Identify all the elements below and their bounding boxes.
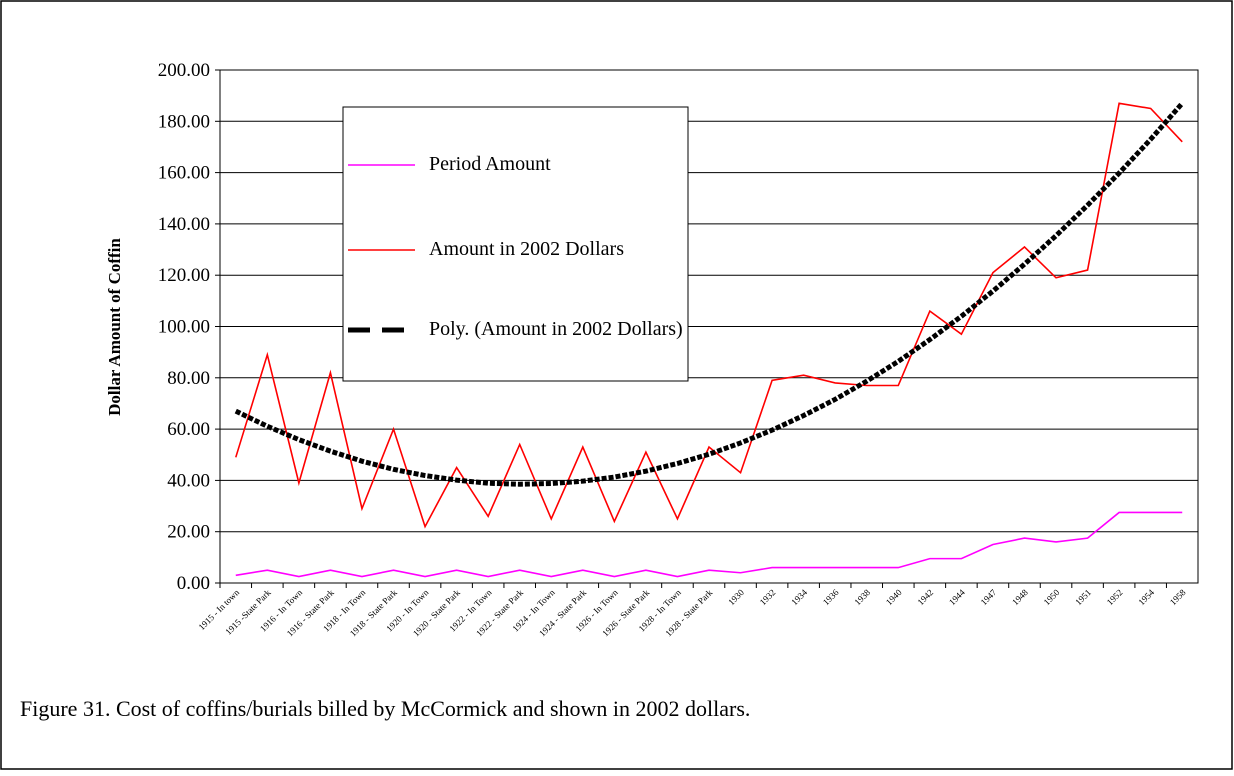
- legend-label: Amount in 2002 Dollars: [429, 238, 624, 260]
- y-axis-label: Dollar Amount of Coffin: [105, 238, 124, 416]
- plot-area: [219, 69, 1199, 584]
- y-tick-label: 40.00: [167, 470, 210, 491]
- trend-line: [234, 101, 1185, 487]
- legend-entry: Period Amount: [429, 153, 551, 175]
- legend-entry: Poly. (Amount in 2002 Dollars): [429, 318, 683, 340]
- y-tick-label: 160.00: [158, 163, 210, 184]
- y-tick-label: 200.00: [158, 60, 210, 81]
- legend-box: [342, 106, 689, 382]
- caption: Figure 31. Cost of coffins/burials bille…: [20, 696, 750, 721]
- legend-label: Period Amount: [429, 153, 551, 175]
- legend-label: Poly. (Amount in 2002 Dollars): [429, 318, 683, 340]
- y-tick-label: 20.00: [167, 522, 210, 543]
- y-tick-label: 120.00: [158, 265, 210, 286]
- y-tick-label: 0.00: [177, 573, 210, 594]
- y-tick-label: 140.00: [158, 214, 210, 235]
- series-line: [235, 102, 1183, 529]
- series-line: [235, 511, 1183, 578]
- y-tick-label: 180.00: [158, 111, 210, 132]
- y-tick-label: 80.00: [167, 368, 210, 389]
- legend-entry: Amount in 2002 Dollars: [429, 238, 624, 260]
- y-tick-label: 100.00: [158, 317, 210, 338]
- y-tick-label: 60.00: [167, 419, 210, 440]
